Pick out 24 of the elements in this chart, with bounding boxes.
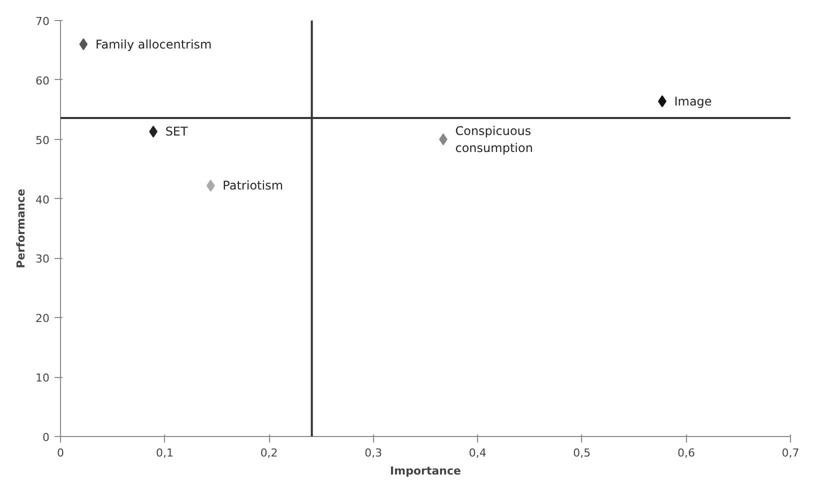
x-tick-label: 0,5 [573,446,591,460]
y-tick-label: 30 [36,252,50,266]
series-label: Patriotism [222,178,284,193]
x-tick-label: 0,3 [364,446,382,460]
x-tick-label: 0 [57,446,64,460]
x-tick-label: 0,2 [260,446,278,460]
x-axis-title: Importance [390,464,461,478]
y-tick-label: 0 [42,431,50,444]
y-tick-label: 40 [36,193,50,206]
y-tick-label: 50 [36,134,50,147]
y-tick-label: 70 [36,15,50,28]
point [79,38,88,50]
x-tick-label: 0,7 [782,446,800,460]
y-tick-label: 20 [36,312,50,326]
series-label: Image [674,94,712,108]
series-label: Family allocentrism [95,37,212,52]
x-tick-label: 0,6 [677,446,695,460]
series-label: Conspicuous consumption [455,124,533,155]
y-tick-label: 10 [36,372,50,385]
x-tick-label: 0,4 [468,446,486,460]
y-tick-label: 60 [36,74,50,88]
y-axis-title: Performance [14,188,28,268]
series-label: SET [165,124,189,139]
x-tick-label: 0,1 [156,446,174,460]
